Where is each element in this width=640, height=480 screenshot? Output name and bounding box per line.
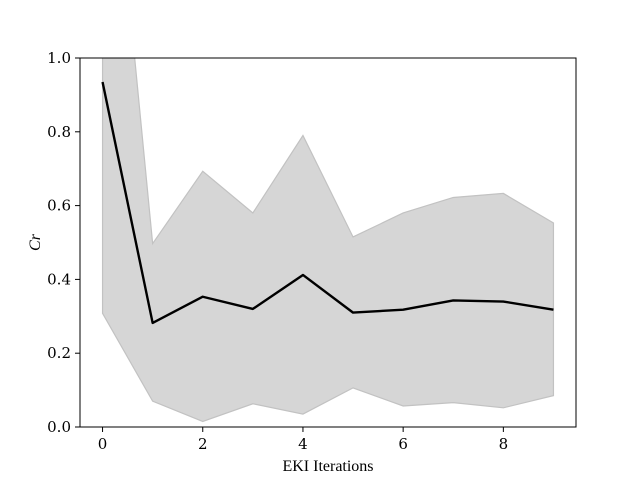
mean-line xyxy=(101,81,554,325)
y-tick-label: 0.4 xyxy=(47,270,71,288)
x-tick-label: 6 xyxy=(398,435,408,453)
y-axis-ticks: 0.0 0.2 0.4 0.6 0.8 1.0 xyxy=(47,49,80,436)
y-tick-label: 0.6 xyxy=(47,197,71,215)
y-axis-label: Cr xyxy=(27,233,44,251)
y-tick-label: 0.8 xyxy=(47,123,71,141)
x-axis-ticks: 0 2 4 6 8 xyxy=(98,427,508,453)
plot-area xyxy=(101,58,555,423)
y-tick-label: 0.2 xyxy=(47,344,71,362)
uncertainty-band xyxy=(101,58,555,423)
x-tick-label: 0 xyxy=(98,435,108,453)
axes-frame xyxy=(79,57,577,428)
x-tick-label: 8 xyxy=(499,435,509,453)
y-tick-label: 1.0 xyxy=(47,49,71,67)
x-tick-label: 2 xyxy=(198,435,208,453)
x-tick-label: 4 xyxy=(298,435,308,453)
y-tick-label: 0.0 xyxy=(47,418,71,436)
x-axis-label: EKI Iterations xyxy=(282,458,373,475)
